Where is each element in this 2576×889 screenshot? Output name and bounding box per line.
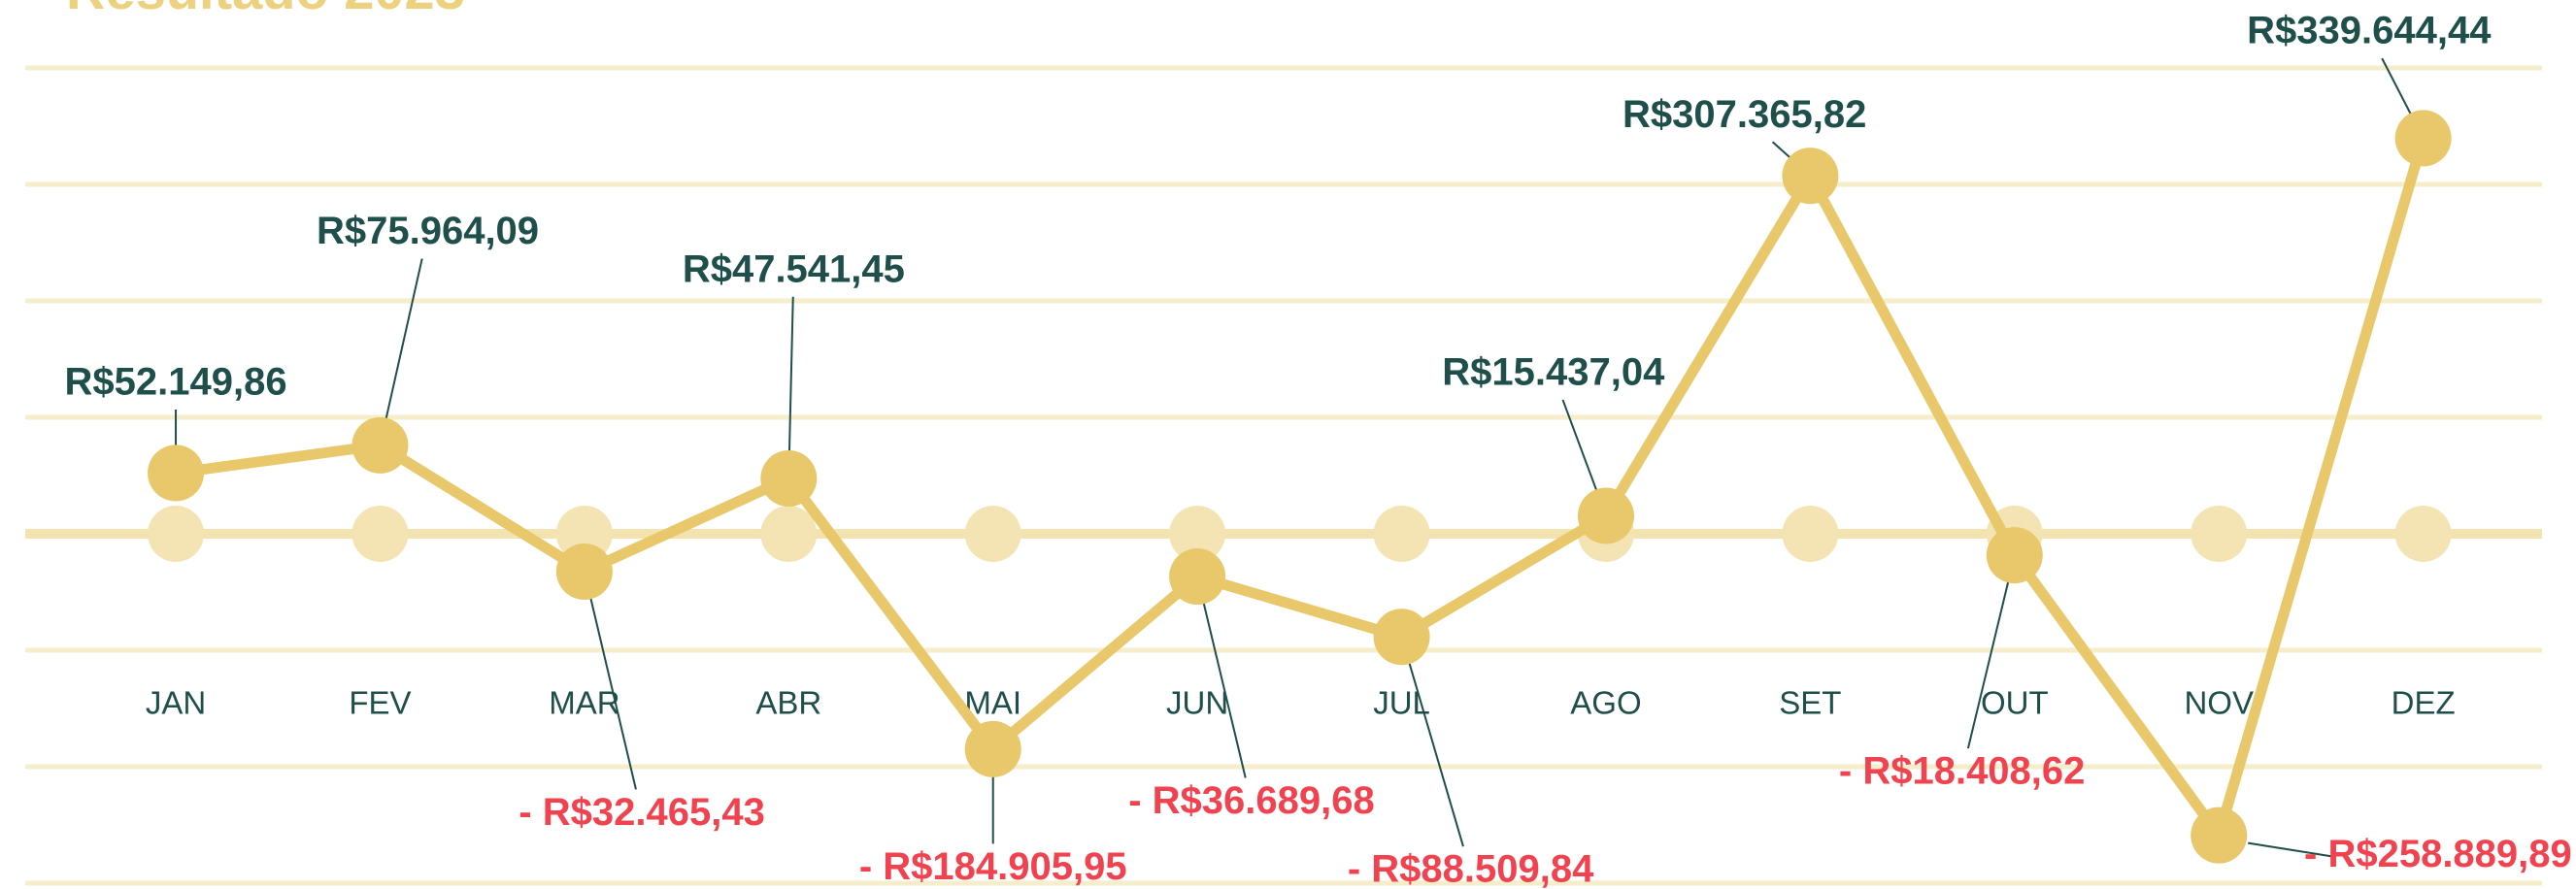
point	[1782, 148, 1839, 205]
x-tick-label: SET	[1779, 685, 1841, 721]
value-label: - R$32.465,43	[519, 791, 765, 834]
x-tick-label: DEZ	[2392, 685, 2456, 721]
point	[2394, 110, 2452, 167]
value-label: - R$36.689,68	[1128, 779, 1375, 822]
x-tick-label: JUN	[1166, 685, 1228, 721]
x-tick-label: MAI	[964, 685, 1021, 721]
point	[148, 444, 205, 502]
zero-dot	[1169, 506, 1226, 562]
zero-dot	[351, 506, 409, 562]
x-tick-label: MAR	[549, 685, 619, 721]
zero-dot	[1373, 506, 1430, 562]
x-tick-label: NOV	[2184, 685, 2254, 721]
value-label: - R$18.408,62	[1839, 750, 2086, 793]
x-tick-label: FEV	[349, 685, 411, 721]
zero-dot	[148, 506, 205, 562]
chart-title: Resultado 2023	[66, 0, 465, 20]
point	[1986, 527, 2043, 584]
value-label: - R$88.509,84	[1348, 848, 1594, 889]
leader-line	[1966, 554, 2016, 749]
value-label: R$15.437,04	[1442, 351, 1665, 394]
x-tick-label: JAN	[146, 685, 206, 721]
zero-dot	[760, 506, 818, 562]
point	[555, 543, 613, 600]
x-tick-label: OUT	[1981, 685, 2049, 721]
value-label: - R$258.889,89	[2304, 833, 2572, 875]
point	[760, 449, 818, 507]
zero-dot	[2191, 506, 2248, 562]
leader-line	[1400, 636, 1464, 847]
point	[964, 720, 1021, 777]
zero-dot	[2394, 506, 2452, 562]
point	[1577, 487, 1634, 544]
value-label: R$339.644,44	[2247, 10, 2492, 52]
leader-line	[583, 571, 637, 790]
point	[1169, 548, 1226, 606]
zero-dot	[964, 506, 1021, 562]
value-label: R$307.365,82	[1623, 93, 1866, 136]
point	[2191, 807, 2248, 864]
value-label: R$47.541,45	[683, 247, 905, 290]
value-label: - R$184.905,95	[859, 845, 1127, 888]
leader-line	[2248, 841, 2334, 858]
value-label: R$75.964,09	[317, 210, 539, 252]
line	[175, 136, 2428, 841]
leader-line	[787, 296, 794, 478]
value-label: R$52.149,86	[64, 361, 286, 404]
point	[351, 416, 409, 474]
x-tick-label: AGO	[1570, 685, 1641, 721]
point	[1373, 609, 1430, 666]
zero-dot	[1782, 506, 1839, 562]
leader-line	[379, 258, 423, 446]
leader-line	[1196, 576, 1247, 778]
x-tick-label: ABR	[755, 685, 821, 721]
